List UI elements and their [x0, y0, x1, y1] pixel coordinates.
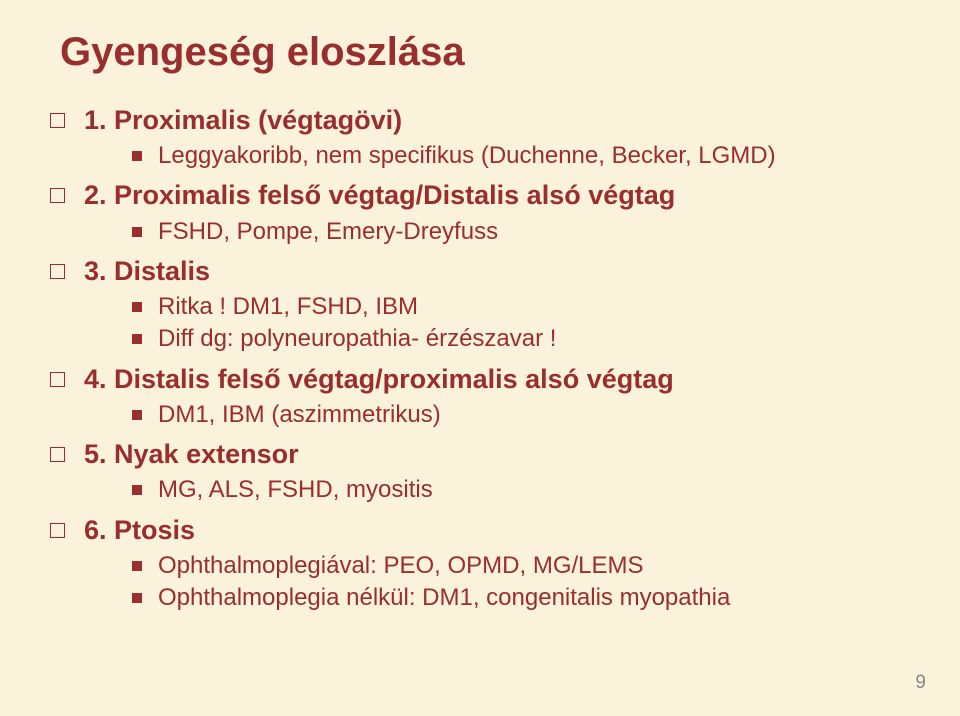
list-item: 5. Nyak extensor MG, ALS, FSHD, myositis	[50, 437, 910, 506]
list-item: 6. Ptosis Ophthalmoplegiával: PEO, OPMD,…	[50, 513, 910, 615]
list-item: 3. Distalis Ritka ! DM1, FSHD, IBM Diff …	[50, 254, 910, 356]
item-heading: 3. Distalis	[84, 254, 910, 289]
sub-item: Ritka ! DM1, FSHD, IBM	[132, 291, 910, 323]
item-heading: 1. Proximalis (végtagövi)	[84, 103, 910, 138]
sub-list: Leggyakoribb, nem specifikus (Duchenne, …	[132, 140, 910, 172]
item-heading: 6. Ptosis	[84, 513, 910, 548]
top-list: 1. Proximalis (végtagövi) Leggyakoribb, …	[50, 103, 910, 615]
list-item: 2. Proximalis felső végtag/Distalis alsó…	[50, 178, 910, 247]
sub-item: Ophthalmoplegia nélkül: DM1, congenitali…	[132, 582, 910, 614]
sub-item: Diff dg: polyneuropathia- érzészavar !	[132, 323, 910, 355]
sub-item: DM1, IBM (aszimmetrikus)	[132, 399, 910, 431]
sub-item: FSHD, Pompe, Emery-Dreyfuss	[132, 216, 910, 248]
item-heading: 2. Proximalis felső végtag/Distalis alsó…	[84, 178, 910, 213]
sub-item: Ophthalmoplegiával: PEO, OPMD, MG/LEMS	[132, 550, 910, 582]
sub-list: Ritka ! DM1, FSHD, IBM Diff dg: polyneur…	[132, 291, 910, 356]
list-item: 4. Distalis felső végtag/proximalis alsó…	[50, 362, 910, 431]
sub-list: FSHD, Pompe, Emery-Dreyfuss	[132, 216, 910, 248]
sub-list: Ophthalmoplegiával: PEO, OPMD, MG/LEMS O…	[132, 550, 910, 615]
item-heading: 4. Distalis felső végtag/proximalis alsó…	[84, 362, 910, 397]
sub-list: DM1, IBM (aszimmetrikus)	[132, 399, 910, 431]
sub-list: MG, ALS, FSHD, myositis	[132, 474, 910, 506]
sub-item: Leggyakoribb, nem specifikus (Duchenne, …	[132, 140, 910, 172]
slide: Gyengeség eloszlása 1. Proximalis (végta…	[0, 0, 960, 716]
slide-title: Gyengeség eloszlása	[60, 30, 910, 75]
item-heading: 5. Nyak extensor	[84, 437, 910, 472]
list-item: 1. Proximalis (végtagövi) Leggyakoribb, …	[50, 103, 910, 172]
page-number: 9	[915, 672, 926, 694]
sub-item: MG, ALS, FSHD, myositis	[132, 474, 910, 506]
